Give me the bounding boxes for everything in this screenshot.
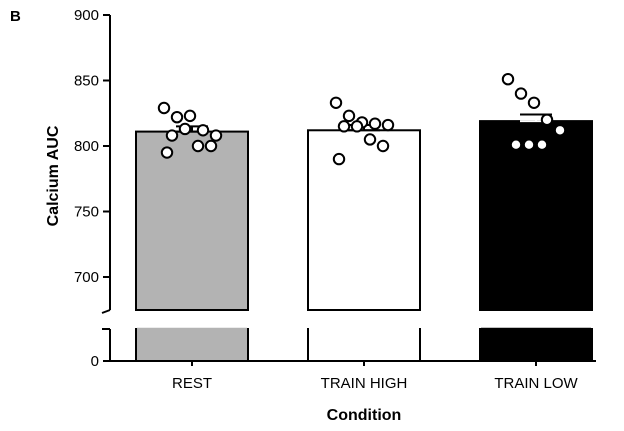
x-tick-label: TRAIN HIGH <box>321 375 408 392</box>
bar-2-lower <box>307 328 421 362</box>
data-point <box>170 110 184 124</box>
y-tick-label: 700 <box>74 269 99 286</box>
y-tick-label: 850 <box>74 73 99 90</box>
data-point <box>178 122 192 136</box>
data-point <box>332 152 346 166</box>
panel-label: B <box>10 8 21 25</box>
data-point <box>527 96 541 109</box>
data-point <box>209 129 223 142</box>
data-point <box>501 72 515 86</box>
data-point <box>553 124 567 137</box>
x-tick-label: TRAIN LOW <box>494 375 578 392</box>
x-tick-label: REST <box>172 375 212 392</box>
data-point <box>350 120 364 133</box>
data-point <box>183 109 197 123</box>
data-point <box>191 139 205 153</box>
y-tick-label: 800 <box>74 138 99 155</box>
bar-1-upper <box>135 130 249 311</box>
data-point <box>540 113 554 127</box>
data-point <box>196 124 210 137</box>
x-axis-title: Condition <box>327 407 402 424</box>
axes-group <box>101 14 596 366</box>
data-points-group <box>157 72 567 166</box>
y-axis-title: Calcium AUC <box>45 125 62 226</box>
y-tick-label: 750 <box>74 204 99 221</box>
y-tick-label: 900 <box>74 7 99 24</box>
bar-2-upper <box>307 129 421 311</box>
data-point <box>157 101 171 115</box>
data-point <box>535 138 549 151</box>
data-point <box>329 96 343 109</box>
y-tick-label: 0 <box>91 353 99 370</box>
data-point <box>522 138 536 151</box>
data-point <box>514 87 528 100</box>
data-point <box>376 139 390 153</box>
data-point <box>381 118 395 132</box>
data-point <box>368 117 382 130</box>
axis-break-mark-upper <box>101 309 111 314</box>
bars-group <box>135 120 593 362</box>
data-point <box>160 146 174 159</box>
data-point <box>363 133 377 146</box>
bar-1-lower <box>135 328 249 362</box>
data-point <box>509 138 523 151</box>
y-tick-labels: 700 750 800 850 900 0 <box>74 7 99 370</box>
data-point <box>204 139 218 153</box>
bar-3-upper <box>479 120 593 311</box>
data-point <box>165 129 179 142</box>
data-point <box>337 120 351 133</box>
x-category-labels: REST TRAIN HIGH TRAIN LOW <box>172 375 579 392</box>
bar-3-lower <box>479 328 593 362</box>
data-point <box>342 109 356 123</box>
